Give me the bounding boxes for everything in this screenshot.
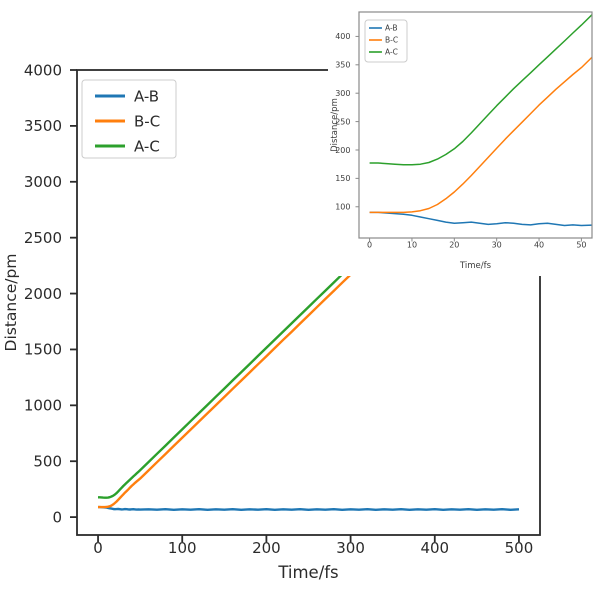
main-y-axis-label: Distance/pm xyxy=(2,254,20,352)
inset-y-tick-label: 150 xyxy=(335,174,350,183)
inset-legend-label-A-B: A-B xyxy=(385,24,398,33)
main-y-tick-label: 1000 xyxy=(24,397,62,415)
inset-legend-label-B-C: B-C xyxy=(385,36,398,45)
main-axes-frame xyxy=(76,69,541,536)
inset-y-tick-label: 300 xyxy=(335,89,350,98)
inset-axes-frame xyxy=(358,11,593,239)
main-y-tick-label: 500 xyxy=(33,452,62,470)
inset-legend: A-B B-C A-C xyxy=(364,19,408,63)
inset-series-line-A-B xyxy=(369,211,592,227)
inset-x-tick-label: 40 xyxy=(534,241,544,250)
main-y-tick-label: 3500 xyxy=(24,117,62,135)
inset-x-tick-label: 20 xyxy=(449,241,459,250)
main-series-line-A-B xyxy=(98,505,520,511)
main-legend: A-B B-C A-C xyxy=(81,79,177,159)
inset-chart-svg: 0 10 20 30 40 50 100 150 200 250 300 350 400 Time/fs D… xyxy=(330,11,593,271)
inset-y-tick-label: 100 xyxy=(335,203,350,212)
inset-x-tick-label: 30 xyxy=(492,241,502,250)
main-y-tick-label: 2500 xyxy=(24,229,62,247)
main-legend-box xyxy=(81,79,177,159)
main-x-tick-label: 500 xyxy=(505,539,534,557)
main-x-tick-label: 200 xyxy=(252,539,281,557)
main-y-tick-label: 0 xyxy=(52,508,62,526)
inset-y-tick-label: 400 xyxy=(335,32,350,41)
inset-x-tick-label: 10 xyxy=(407,241,417,250)
main-x-tick-label: 100 xyxy=(168,539,197,557)
inset-series-line-B-C xyxy=(369,56,592,214)
inset-y-tick-label: 250 xyxy=(335,117,350,126)
inset-panel: 0 10 20 30 40 50 100 150 200 250 300 350 400 Time/fs D… xyxy=(328,2,600,276)
inset-x-tick-label: 0 xyxy=(367,241,372,250)
inset-x-axis-label: Time/fs xyxy=(459,261,492,271)
inset-x-tick-label: 50 xyxy=(576,241,586,250)
main-legend-label-A-C: A-C xyxy=(134,137,160,155)
main-x-axis-label: Time/fs xyxy=(277,563,338,582)
main-legend-label-B-C: B-C xyxy=(134,112,160,130)
inset-series-line-A-C xyxy=(369,13,592,166)
main-y-tick-label: 3000 xyxy=(24,173,62,191)
inset-y-axis-label: Distance/pm xyxy=(330,98,340,152)
inset-axis-ticks: 0 10 20 30 40 50 100 150 200 250 300 350 400 xyxy=(335,32,586,249)
main-x-tick-label: 400 xyxy=(420,539,449,557)
inset-legend-label-A-C: A-C xyxy=(385,48,398,57)
inset-y-tick-label: 350 xyxy=(335,61,350,70)
main-x-tick-label: 0 xyxy=(93,539,103,557)
main-y-tick-label: 4000 xyxy=(24,61,62,79)
main-y-tick-label: 1500 xyxy=(24,341,62,359)
main-legend-label-A-B: A-B xyxy=(134,87,159,105)
main-y-tick-label: 2000 xyxy=(24,285,62,303)
main-x-tick-label: 300 xyxy=(336,539,365,557)
main-axis-ticks: 0 100 200 300 400 500050010001500200025003000… xyxy=(24,61,533,557)
inset-y-tick-label: 200 xyxy=(335,146,350,155)
